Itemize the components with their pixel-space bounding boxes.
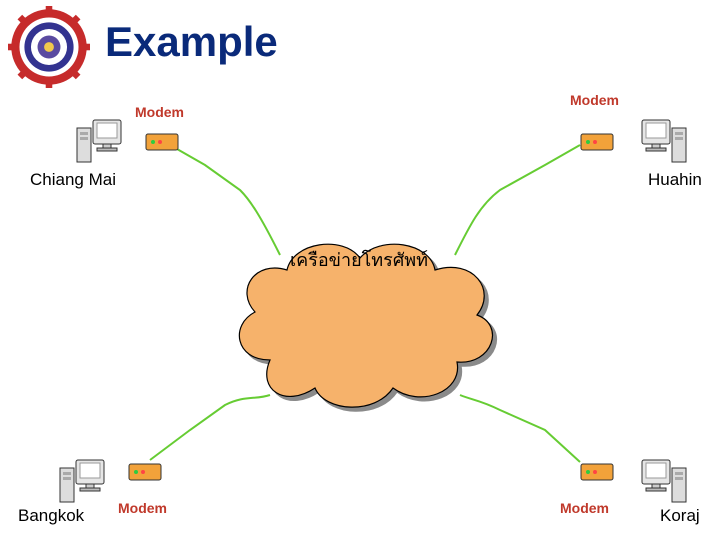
city-label-huahin: Huahin [648,170,702,190]
modem-chiangmai [145,130,179,157]
modem-label-chiangmai: Modem [135,104,184,120]
modem-bangkok [128,460,162,487]
modem-label-koraj: Modem [560,500,609,516]
modem-huahin [580,130,614,157]
cloud-label: เครือข่ายโทรศัพท์ [290,245,428,274]
city-label-chiangmai: Chiang Mai [30,170,116,190]
city-label-bangkok: Bangkok [18,506,84,526]
modem-label-huahin: Modem [570,92,619,108]
computer-chiangmai [75,118,123,171]
modem-label-bangkok: Modem [118,500,167,516]
city-label-koraj: Koraj [660,506,700,526]
computer-koraj [640,458,688,511]
computer-bangkok [58,458,106,511]
diagram-stage: Example เครือข่ายโทรศัพท์ Modem Chiang M… [0,0,720,540]
modem-koraj [580,460,614,487]
computer-huahin [640,118,688,171]
